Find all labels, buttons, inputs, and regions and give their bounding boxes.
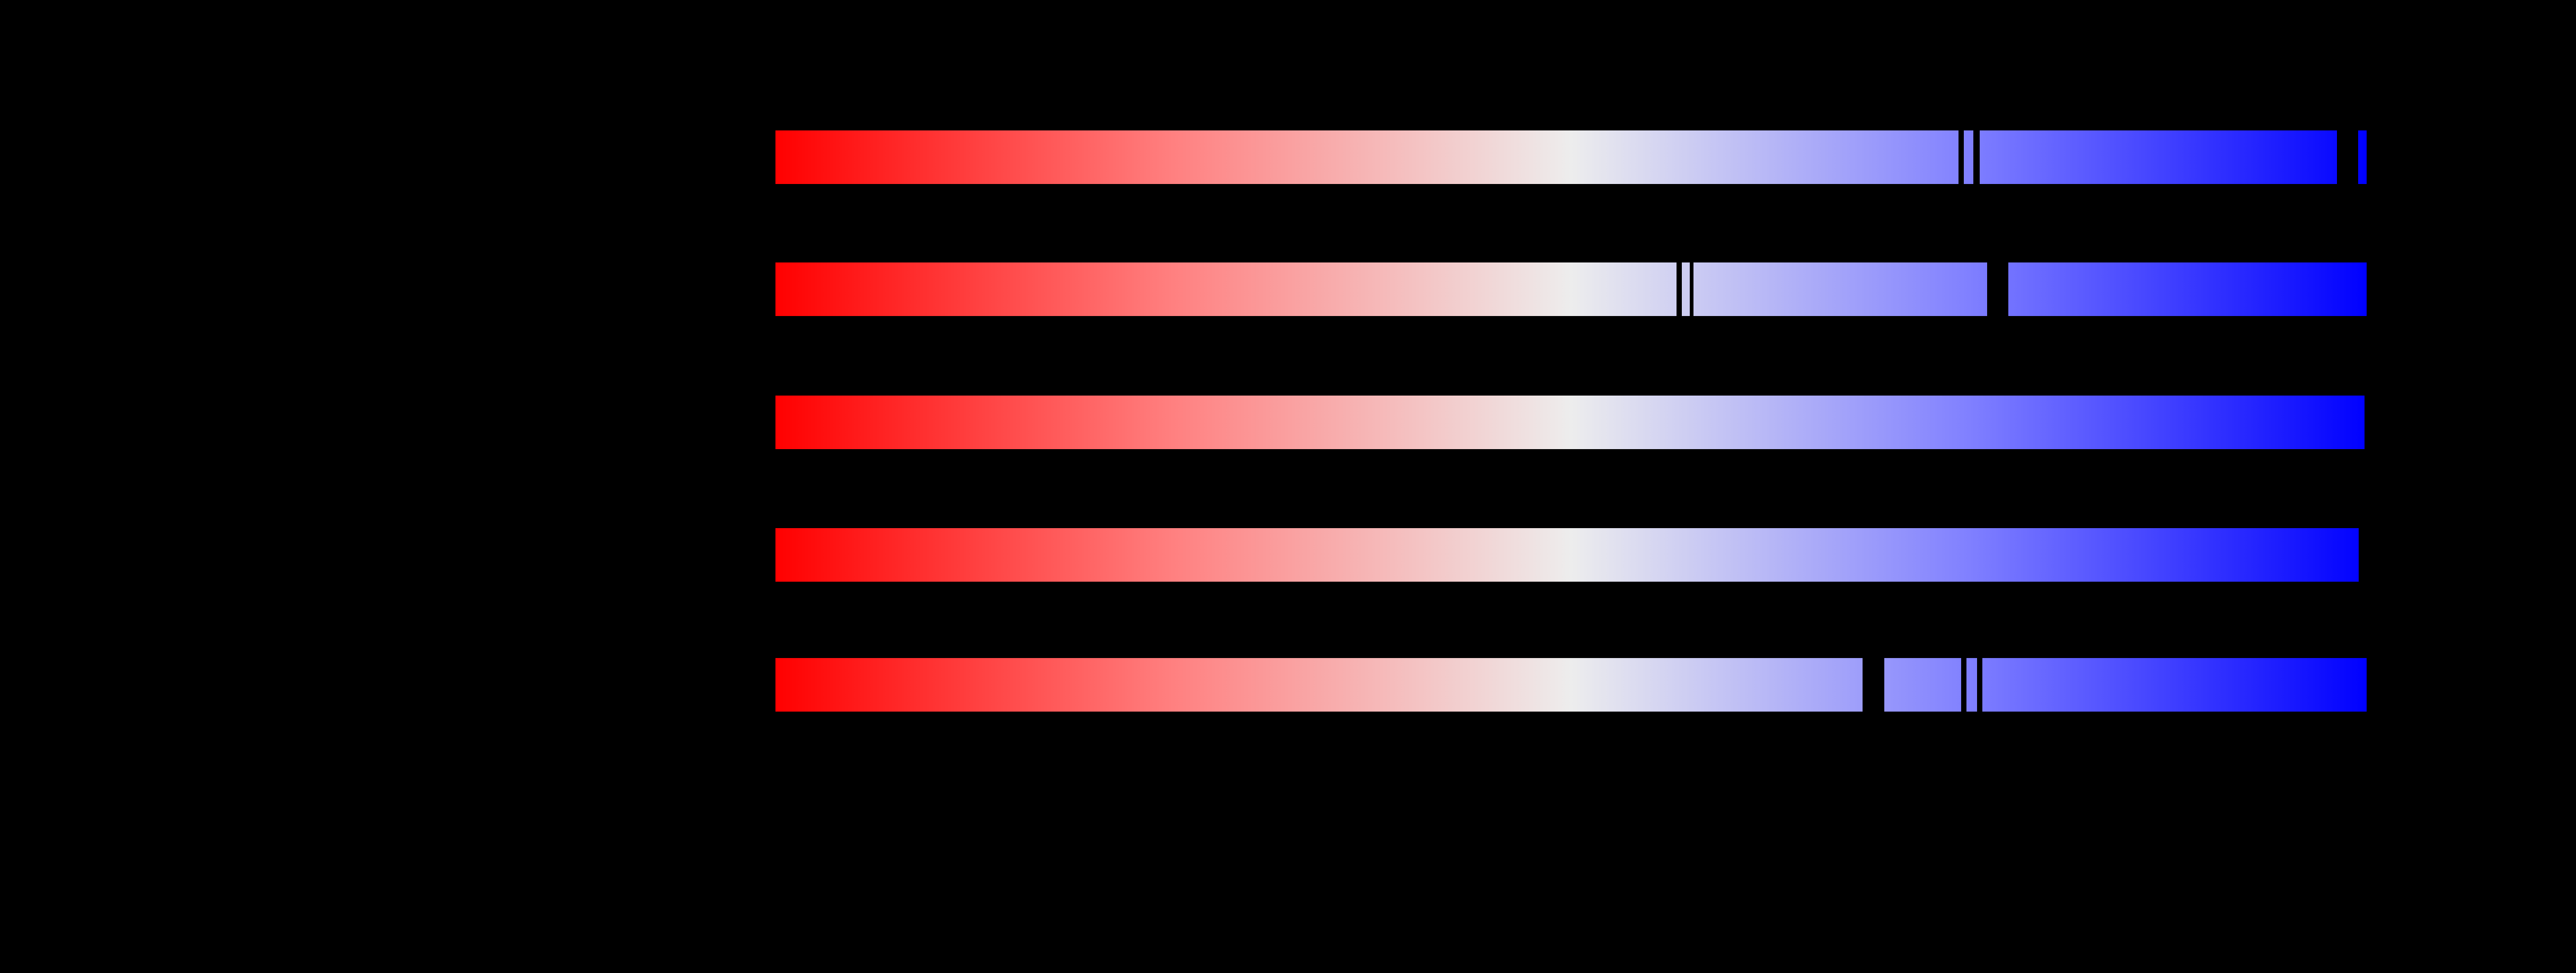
- colorbar-segment: [1682, 262, 1690, 316]
- colorbar-segment: [1980, 130, 2337, 184]
- colorbar-row-2: [775, 262, 2367, 316]
- colorbar-segment: [775, 658, 1863, 712]
- colorbar-segment: [775, 130, 1959, 184]
- colorbar-segment: [1964, 130, 1973, 184]
- colorbar-segment: [775, 396, 2365, 449]
- colorbar-row-1: [775, 130, 2367, 184]
- colorbar-segment: [775, 528, 2359, 582]
- colorbar-segment: [1693, 262, 1987, 316]
- colorbar-row-4: [775, 528, 2367, 582]
- colorbar-segment: [2008, 262, 2367, 316]
- colorbar-segment: [1982, 658, 2367, 712]
- colorbar-segment: [2358, 130, 2367, 184]
- colorbar-segment: [775, 262, 1677, 316]
- colorbar-segment: [1966, 658, 1977, 712]
- colorbar-row-5: [775, 658, 2367, 712]
- colorbar-row-3: [775, 396, 2367, 449]
- colorbar-segment: [1884, 658, 1961, 712]
